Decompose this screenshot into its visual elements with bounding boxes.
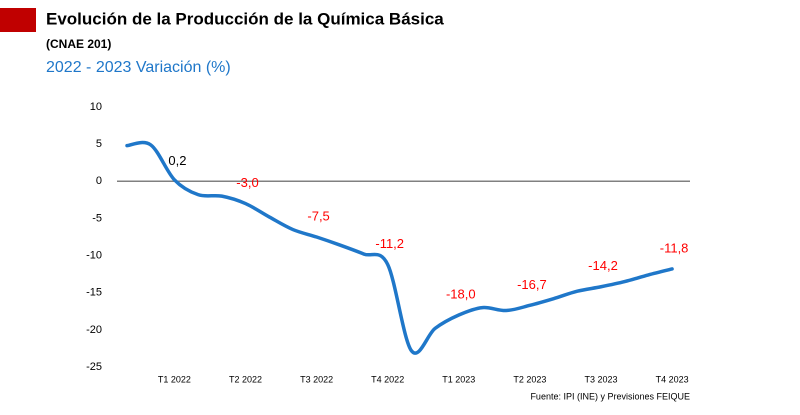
data-label: -18,0 [446,286,476,301]
y-tick-label: -20 [86,324,102,336]
data-label: -11,8 [660,240,689,255]
line-series [125,140,674,355]
y-axis-label: 2022 - 2023 Variación (%) [46,59,231,76]
x-tick-label: T1 2023 [442,374,475,384]
y-tick-label: 5 [96,138,102,150]
data-label: -16,7 [517,277,547,292]
x-tick-label: T3 2023 [584,374,617,384]
source-note: Fuente: IPI (INE) y Previsiones FEIQUE [530,391,690,401]
x-tick-label: T3 2022 [300,374,333,384]
y-tick-label: 0 [96,175,102,187]
x-tick-label: T4 2023 [656,374,689,384]
data-label: -3,0 [236,175,258,190]
chart-subtitle: (CNAE 201) [46,37,111,51]
x-tick-label: T2 2022 [229,374,262,384]
data-label: 0,2 [168,153,186,168]
x-tick-label: T1 2022 [158,374,191,384]
data-label: -11,2 [375,236,404,251]
x-tick-label: T2 2023 [513,374,546,384]
y-tick-label: -15 [86,287,102,299]
y-tick-label: -10 [86,249,102,261]
data-label: -7,5 [307,208,329,223]
y-tick-label: -25 [86,361,102,373]
x-tick-label: T4 2022 [371,374,404,384]
y-tick-label: -5 [92,212,102,224]
data-label: -14,2 [588,258,618,273]
chart-title: Evolución de la Producción de la Química… [46,9,444,28]
y-tick-label: 10 [90,101,102,113]
logo-mark [0,8,36,32]
